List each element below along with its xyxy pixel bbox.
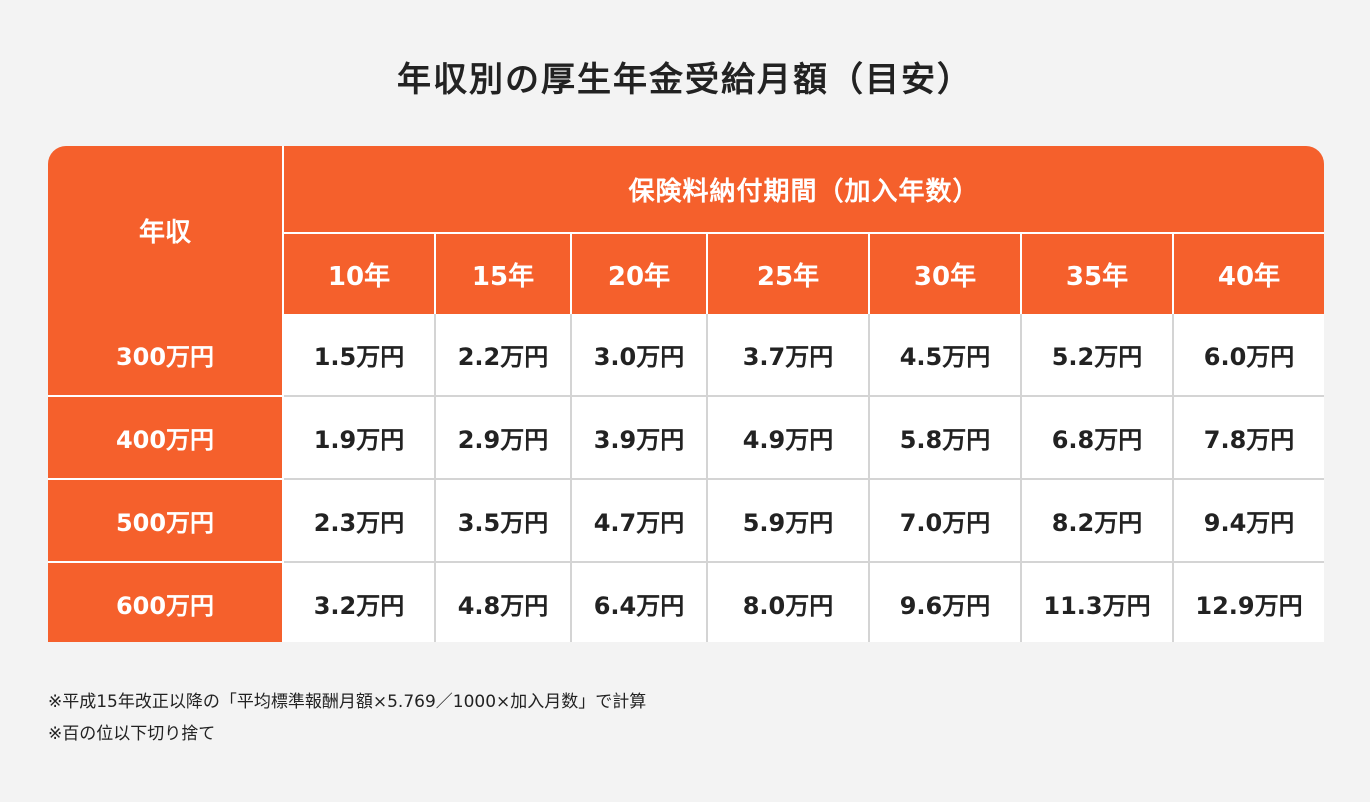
table-cell: 8.0万円 [707, 561, 870, 642]
table-row: 400万円 1.9万円 2.9万円 3.9万円 4.9万円 5.8万円 6.8万… [48, 395, 1324, 479]
income-row-header: 500万円 [48, 478, 284, 562]
pension-table: 年収 保険料納付期間（加入年数） 10年 15年 20年 25年 30年 35年… [48, 146, 1324, 642]
table-cell: 5.8万円 [869, 395, 1022, 479]
footnote-calculation: ※平成15年改正以降の「平均標準報酬月額×5.769／1000×加入月数」で計算 [48, 692, 647, 712]
table-cell: 2.3万円 [283, 478, 436, 562]
footnote-rounding: ※百の位以下切り捨て [48, 724, 216, 744]
income-row-header: 600万円 [48, 561, 284, 642]
table-cell: 9.6万円 [869, 561, 1022, 642]
table-cell: 5.9万円 [707, 478, 870, 562]
table-cell: 7.8万円 [1173, 395, 1324, 479]
table-cell: 7.0万円 [869, 478, 1022, 562]
period-group-header: 保険料納付期間（加入年数） [283, 146, 1324, 234]
table-cell: 3.7万円 [707, 314, 870, 396]
table-cell: 6.8万円 [1021, 395, 1174, 479]
year-column-header: 40年 [1173, 233, 1324, 314]
year-column-header: 35年 [1021, 233, 1174, 314]
year-column-header: 10年 [283, 233, 436, 314]
table-cell: 2.2万円 [435, 314, 572, 396]
table-cell: 1.5万円 [283, 314, 436, 396]
income-row-header: 400万円 [48, 395, 284, 479]
year-column-header: 15年 [435, 233, 572, 314]
table-cell: 6.4万円 [571, 561, 708, 642]
table-cell: 5.2万円 [1021, 314, 1174, 396]
page-title: 年収別の厚生年金受給月額（目安） [397, 60, 973, 100]
footnotes: ※平成15年改正以降の「平均標準報酬月額×5.769／1000×加入月数」で計算… [48, 686, 646, 750]
income-column-header: 年収 [48, 146, 284, 314]
table-cell: 4.5万円 [869, 314, 1022, 396]
table-cell: 8.2万円 [1021, 478, 1174, 562]
table-cell: 3.2万円 [283, 561, 436, 642]
table-cell: 4.9万円 [707, 395, 870, 479]
year-column-header: 20年 [571, 233, 708, 314]
income-row-header: 300万円 [48, 314, 284, 396]
table-cell: 4.8万円 [435, 561, 572, 642]
table-cell: 3.0万円 [571, 314, 708, 396]
table-row: 300万円 1.5万円 2.2万円 3.0万円 3.7万円 4.5万円 5.2万… [48, 314, 1324, 396]
table-cell: 3.5万円 [435, 478, 572, 562]
table-cell: 6.0万円 [1173, 314, 1324, 396]
table-cell: 11.3万円 [1021, 561, 1174, 642]
table-cell: 2.9万円 [435, 395, 572, 479]
table-row: 600万円 3.2万円 4.8万円 6.4万円 8.0万円 9.6万円 11.3… [48, 561, 1324, 642]
year-column-header: 30年 [869, 233, 1022, 314]
table-cell: 9.4万円 [1173, 478, 1324, 562]
year-column-header: 25年 [707, 233, 870, 314]
table-cell: 4.7万円 [571, 478, 708, 562]
table-cell: 3.9万円 [571, 395, 708, 479]
table-row: 500万円 2.3万円 3.5万円 4.7万円 5.9万円 7.0万円 8.2万… [48, 478, 1324, 562]
table-cell: 1.9万円 [283, 395, 436, 479]
table-cell: 12.9万円 [1173, 561, 1324, 642]
